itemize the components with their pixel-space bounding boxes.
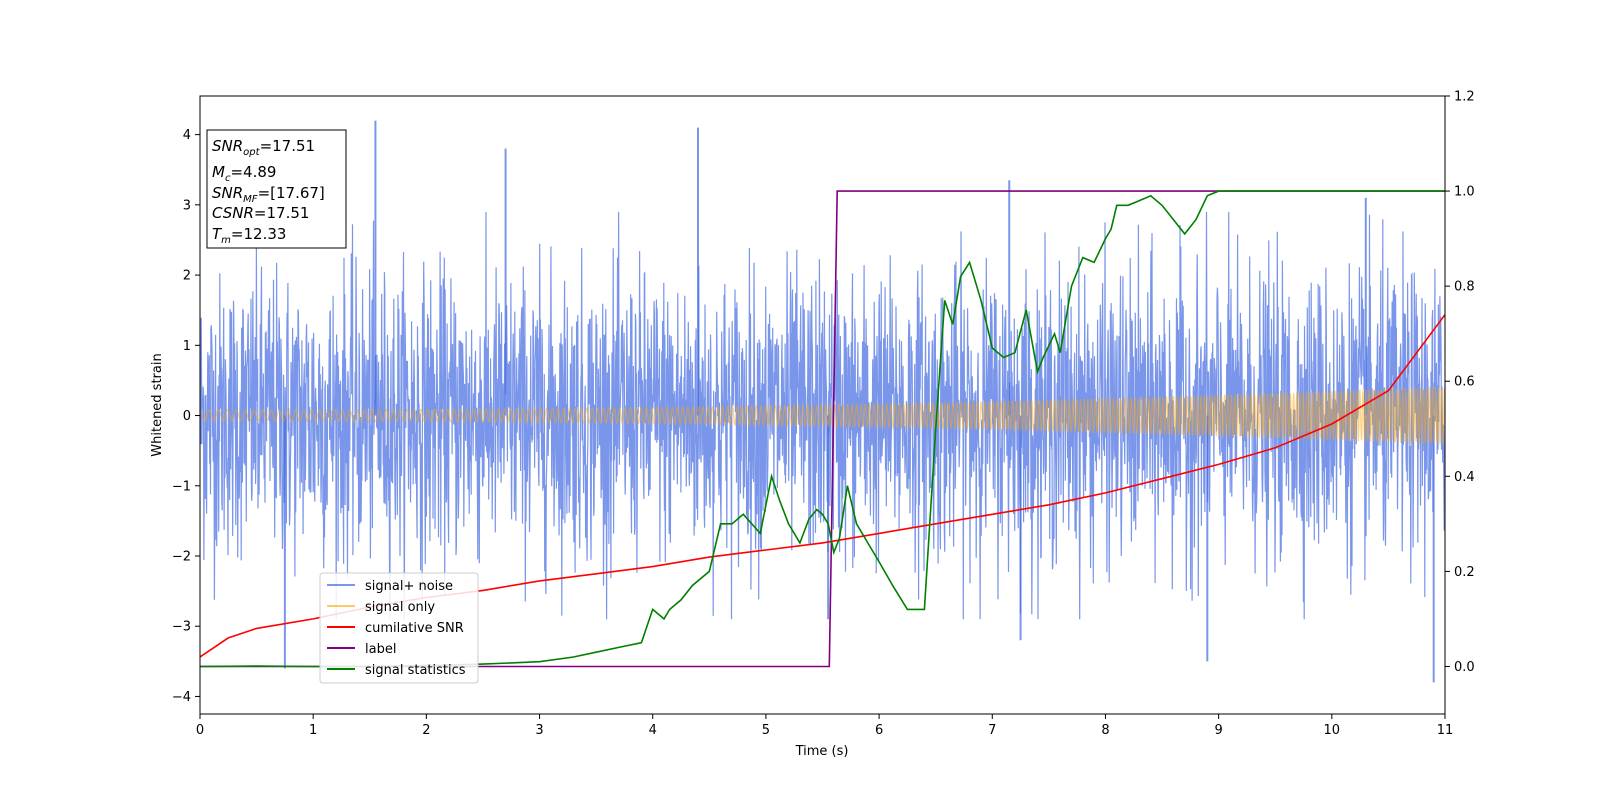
y2-tick-label: 0.8	[1454, 280, 1475, 295]
y-tick-label: 0	[183, 409, 191, 424]
x-tick-label: 3	[535, 723, 543, 738]
tm-annotation: Tm=12.33	[212, 225, 286, 246]
x-tick-label: 0	[196, 723, 204, 738]
label-line	[200, 190, 1445, 668]
x-axis-label: Time (s)	[795, 744, 849, 759]
signal-noise-series	[200, 120, 1445, 683]
x-axis: 0 1 2 3 4 5 6 7 8 9 10 11	[196, 714, 1453, 738]
signal-noise-line	[200, 211, 1445, 620]
y-tick-label: −1	[172, 479, 191, 494]
y2-tick-label: 0.6	[1454, 375, 1475, 390]
x-tick-label: 10	[1324, 723, 1341, 738]
legend-label-cumulative-snr: cumilative SNR	[365, 621, 464, 636]
y2-tick-label: 1.0	[1454, 185, 1475, 200]
legend-frame	[319, 572, 479, 684]
y-tick-label: 1	[183, 339, 191, 354]
legend-label-signal-noise: signal+ noise	[365, 579, 453, 594]
y-tick-label: −2	[172, 549, 191, 564]
x-tick-label: 9	[1214, 723, 1222, 738]
legend-label-signal-only: signal only	[365, 600, 435, 615]
signal-only-series	[200, 386, 1445, 445]
snr-opt-annotation: SNRopt=17.51	[212, 137, 315, 158]
x-tick-label: 8	[1101, 723, 1109, 738]
y-tick-label: −4	[172, 690, 191, 705]
y2-tick-label: 0.0	[1454, 660, 1475, 675]
y-axis-right: 0.0 0.2 0.4 0.6 0.8 1.0 1.2	[1445, 90, 1475, 675]
y-tick-label: 2	[183, 269, 191, 284]
mc-annotation: Mc=4.89	[212, 163, 276, 184]
info-box: SNRopt=17.51 Mc=4.89 SNRMF=[17.67] CSNR=…	[206, 129, 347, 249]
plot-frame	[199, 95, 1446, 715]
legend-label-label: label	[365, 642, 396, 657]
x-tick-label: 6	[875, 723, 883, 738]
snr-mf-annotation: SNRMF=[17.67]	[212, 184, 325, 205]
y-tick-label: −3	[172, 620, 191, 635]
y2-tick-label: 1.2	[1454, 90, 1475, 105]
y-axis-left: −4 −3 −2 −1 0 1 2 3 4	[172, 128, 200, 705]
x-tick-label: 11	[1437, 723, 1454, 738]
x-tick-label: 7	[988, 723, 996, 738]
x-tick-label: 2	[422, 723, 430, 738]
legend: signal+ noise signal only cumilative SNR…	[319, 572, 479, 684]
signal-statistics-line	[200, 190, 1445, 668]
x-tick-label: 4	[649, 723, 657, 738]
signal-only-line	[200, 386, 1445, 445]
x-tick-label: 1	[309, 723, 317, 738]
plot-area	[200, 120, 1445, 683]
csnr-annotation: CSNR=17.51	[212, 204, 309, 222]
info-box-frame	[206, 129, 347, 249]
y-axis-label: Whitened strain	[150, 353, 165, 456]
legend-label-signal-statistics: signal statistics	[365, 663, 466, 678]
y-tick-label: 3	[183, 198, 191, 213]
y2-tick-label: 0.2	[1454, 565, 1475, 580]
x-tick-label: 5	[762, 723, 770, 738]
y2-tick-label: 0.4	[1454, 470, 1475, 485]
y-tick-label: 4	[183, 128, 191, 143]
